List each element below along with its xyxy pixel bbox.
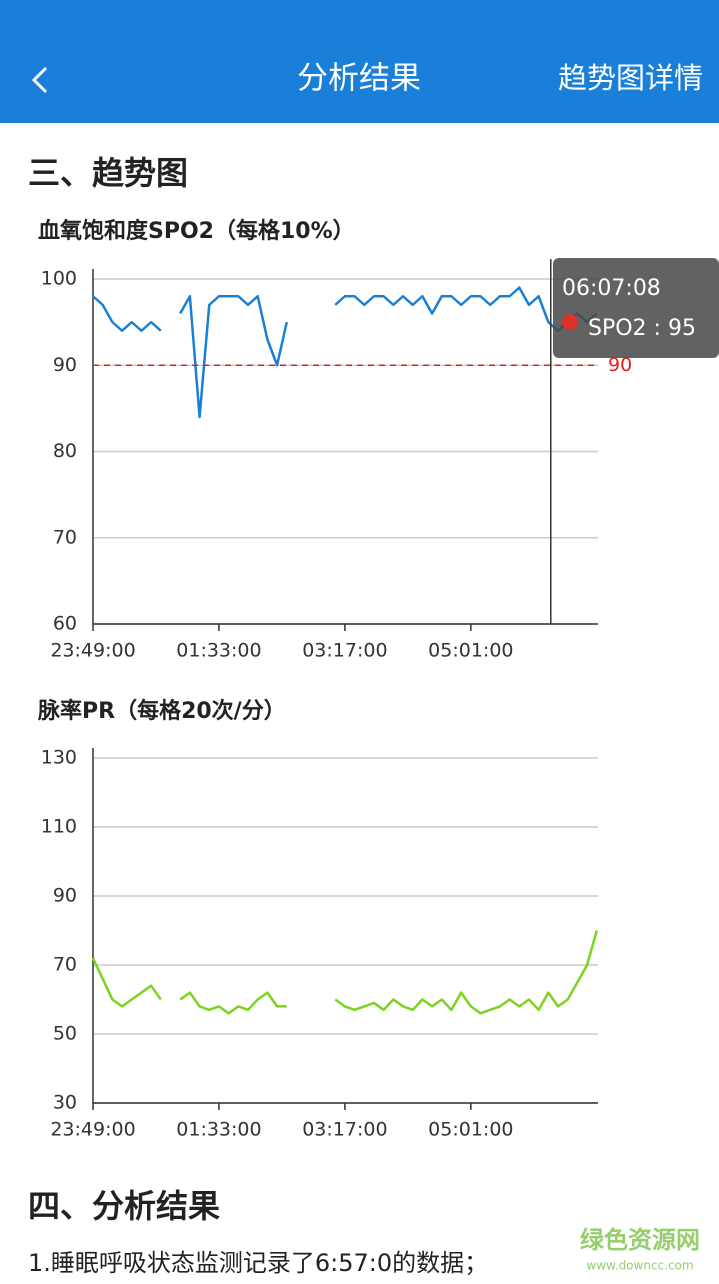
x-tick-label: 05:01:00	[428, 1119, 513, 1141]
watermark-url: www.downcc.com	[586, 1259, 693, 1273]
section-title: 三、趋势图	[28, 154, 188, 192]
x-tick-label: 23:49:00	[50, 1119, 135, 1141]
y-tick-label: 80	[53, 440, 77, 462]
y-tick-label: 70	[53, 954, 77, 976]
y-tick-label: 130	[41, 747, 77, 769]
y-tick-label: 50	[53, 1023, 77, 1045]
data-line	[92, 286, 598, 419]
y-tick-label: 110	[41, 816, 77, 838]
chart-title: 血氧饱和度SPO2（每格10%）	[38, 218, 355, 244]
data-line	[91, 930, 598, 1015]
reference-label: 90	[608, 354, 632, 376]
y-tick-label: 90	[53, 885, 77, 907]
tooltip-box	[553, 258, 719, 358]
watermark: 绿色资源网	[580, 1226, 700, 1254]
y-tick-label: 90	[53, 354, 77, 376]
y-tick-label: 30	[53, 1092, 77, 1114]
app-bar	[0, 0, 719, 123]
x-tick-label: 05:01:00	[428, 640, 513, 662]
y-tick-label: 70	[53, 526, 77, 548]
tooltip-point	[562, 314, 578, 331]
y-tick-label: 60	[53, 613, 77, 635]
y-tick-label: 100	[41, 268, 77, 290]
back-button[interactable]	[31, 66, 48, 94]
x-tick-label: 03:17:00	[302, 640, 387, 662]
x-tick-label: 01:33:00	[176, 1119, 261, 1141]
tooltip-value: SPO2 : 95	[588, 316, 696, 341]
x-tick-label: 03:17:00	[302, 1119, 387, 1141]
trend-detail-button[interactable]: 趋势图详情	[558, 61, 703, 95]
page-title: 分析结果	[297, 61, 421, 97]
section-title: 四、分析结果	[28, 1187, 220, 1225]
chart-title: 脉率PR（每格20次/分）	[37, 698, 286, 724]
x-tick-label: 23:49:00	[50, 640, 135, 662]
tooltip-time: 06:07:08	[562, 276, 661, 301]
section-text: 1.睡眠呼吸状态监测记录了6:57:0的数据；	[28, 1249, 488, 1277]
x-tick-label: 01:33:00	[176, 640, 261, 662]
